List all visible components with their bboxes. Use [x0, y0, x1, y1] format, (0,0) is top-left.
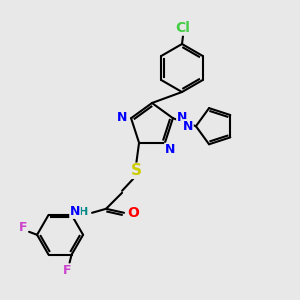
Text: H: H [80, 207, 89, 217]
Text: N: N [117, 111, 127, 124]
Text: F: F [19, 221, 27, 234]
Text: S: S [130, 163, 142, 178]
Text: N: N [183, 120, 193, 133]
Text: O: O [127, 206, 139, 220]
Text: F: F [63, 264, 72, 277]
Text: N: N [165, 143, 175, 156]
Text: N: N [70, 205, 80, 218]
Text: N: N [177, 111, 187, 124]
Text: Cl: Cl [176, 21, 190, 35]
